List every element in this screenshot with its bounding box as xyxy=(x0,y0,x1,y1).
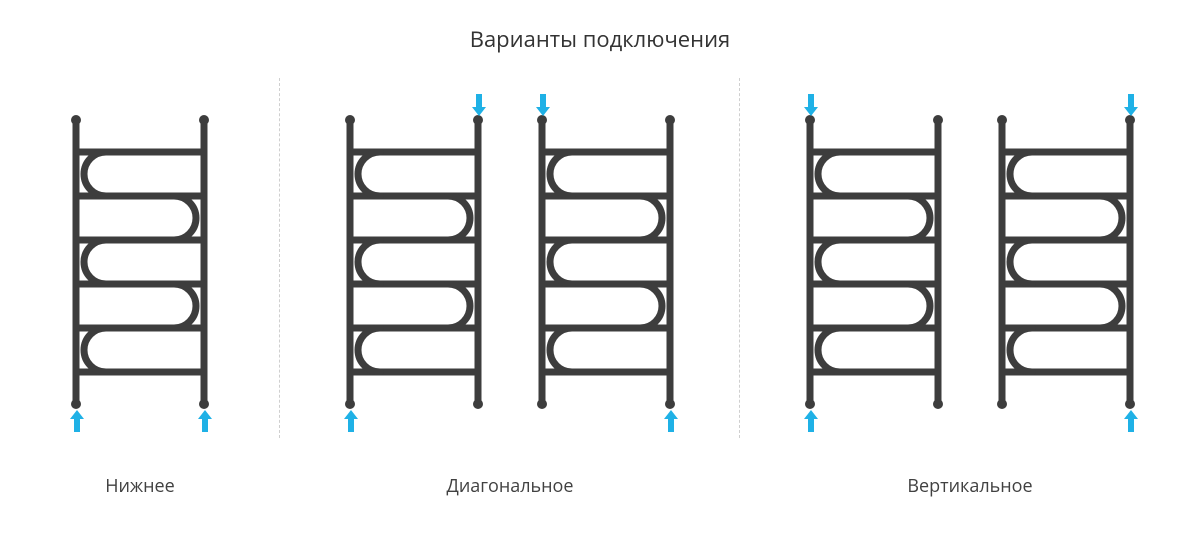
page-title: Варианты подключения xyxy=(0,0,1200,54)
radiators-container xyxy=(784,82,1156,462)
radiator xyxy=(50,82,230,462)
radiator xyxy=(784,82,964,462)
group-caption: Диагональное xyxy=(447,474,574,498)
connection-group: Нижнее xyxy=(0,78,280,508)
radiator-icon xyxy=(60,112,220,412)
radiator xyxy=(516,82,696,462)
radiator-icon xyxy=(526,112,686,412)
flow-arrow xyxy=(662,408,680,434)
arrow-down-icon xyxy=(535,93,551,117)
flow-arrow xyxy=(802,92,820,118)
arrow-up-icon xyxy=(663,409,679,433)
flow-arrow xyxy=(802,408,820,434)
arrow-up-icon xyxy=(1123,409,1139,433)
flow-arrow xyxy=(68,408,86,434)
arrow-down-icon xyxy=(803,93,819,117)
radiators-container xyxy=(50,82,230,462)
arrow-down-icon xyxy=(471,93,487,117)
flow-arrow xyxy=(1122,408,1140,434)
arrow-up-icon xyxy=(69,409,85,433)
connection-group: Диагональное xyxy=(280,78,740,508)
flow-arrow xyxy=(534,92,552,118)
groups-row: Нижнее Диагональное Вертикальное xyxy=(0,78,1200,508)
flow-arrow xyxy=(470,92,488,118)
arrow-up-icon xyxy=(803,409,819,433)
radiator-icon xyxy=(794,112,954,412)
connection-group: Вертикальное xyxy=(740,78,1200,508)
arrow-up-icon xyxy=(343,409,359,433)
arrow-down-icon xyxy=(1123,93,1139,117)
radiator-icon xyxy=(986,112,1146,412)
flow-arrow xyxy=(1122,92,1140,118)
group-caption: Вертикальное xyxy=(907,474,1032,498)
arrow-up-icon xyxy=(197,409,213,433)
flow-arrow xyxy=(342,408,360,434)
radiators-container xyxy=(324,82,696,462)
radiator xyxy=(976,82,1156,462)
group-caption: Нижнее xyxy=(105,474,175,498)
radiator-icon xyxy=(334,112,494,412)
radiator xyxy=(324,82,504,462)
flow-arrow xyxy=(196,408,214,434)
